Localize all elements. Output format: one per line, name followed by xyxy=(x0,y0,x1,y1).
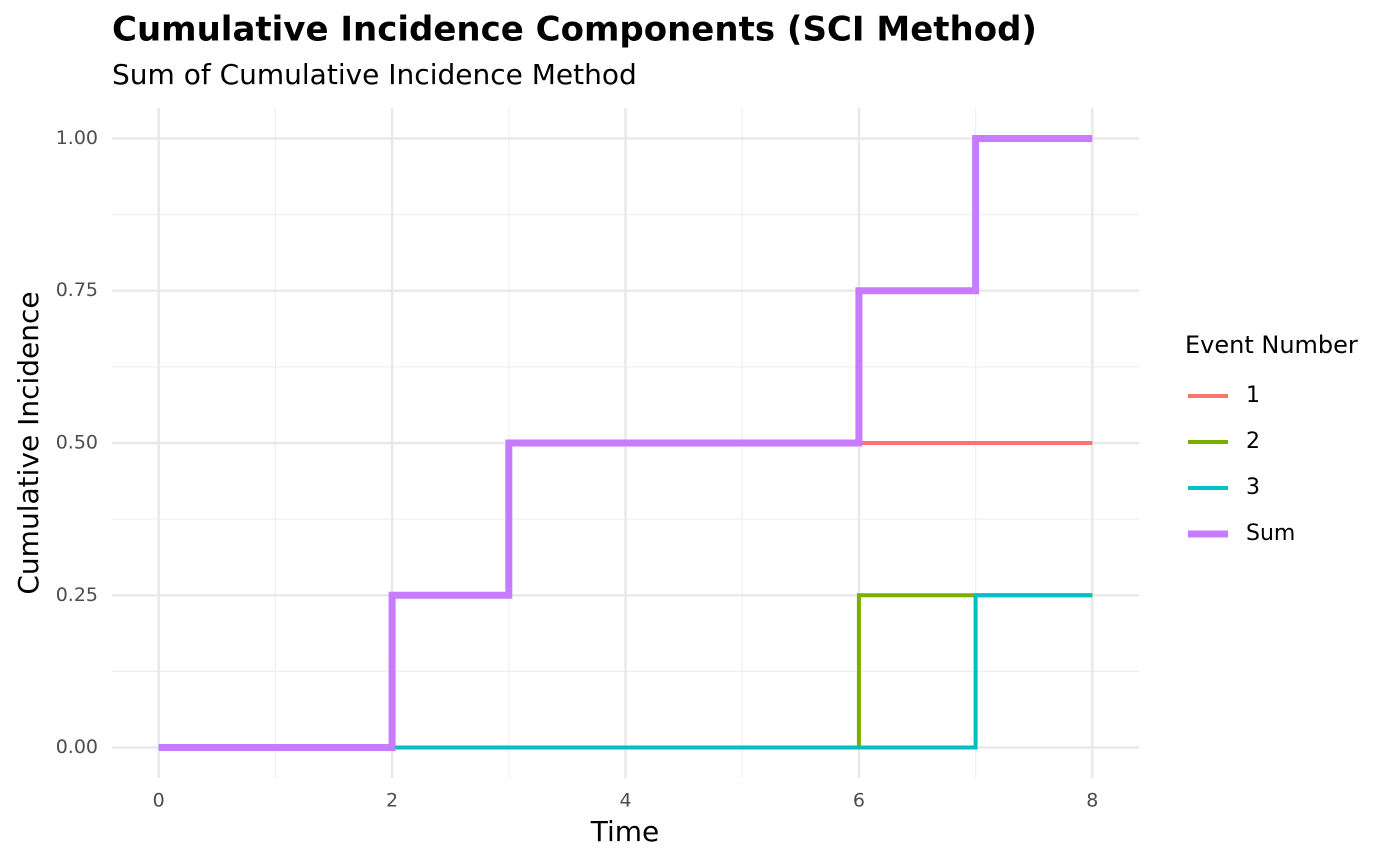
x-tick-label: 8 xyxy=(1086,790,1098,812)
x-axis-label: Time xyxy=(590,815,660,848)
y-tick-label: 0.50 xyxy=(56,432,98,454)
legend-label: 3 xyxy=(1246,475,1260,500)
y-tick-label: 0.00 xyxy=(56,736,98,758)
legend-label: 1 xyxy=(1246,383,1260,408)
series-line xyxy=(158,134,1093,752)
y-tick-label: 1.00 xyxy=(56,127,98,149)
x-tick-label: 6 xyxy=(853,790,865,812)
legend-label: Sum xyxy=(1246,521,1295,546)
y-axis-label: Cumulative Incidence xyxy=(12,291,45,594)
x-tick-label: 4 xyxy=(619,790,631,812)
legend-title: Event Number xyxy=(1185,331,1358,359)
legend-label: 2 xyxy=(1246,429,1260,454)
x-tick-label: 0 xyxy=(153,790,165,812)
x-tick-label: 2 xyxy=(386,790,398,812)
chart-title: Cumulative Incidence Components (SCI Met… xyxy=(112,10,1037,50)
y-tick-label: 0.75 xyxy=(56,279,98,301)
chart-subtitle: Sum of Cumulative Incidence Method xyxy=(112,58,637,91)
y-tick-label: 0.25 xyxy=(56,584,98,606)
